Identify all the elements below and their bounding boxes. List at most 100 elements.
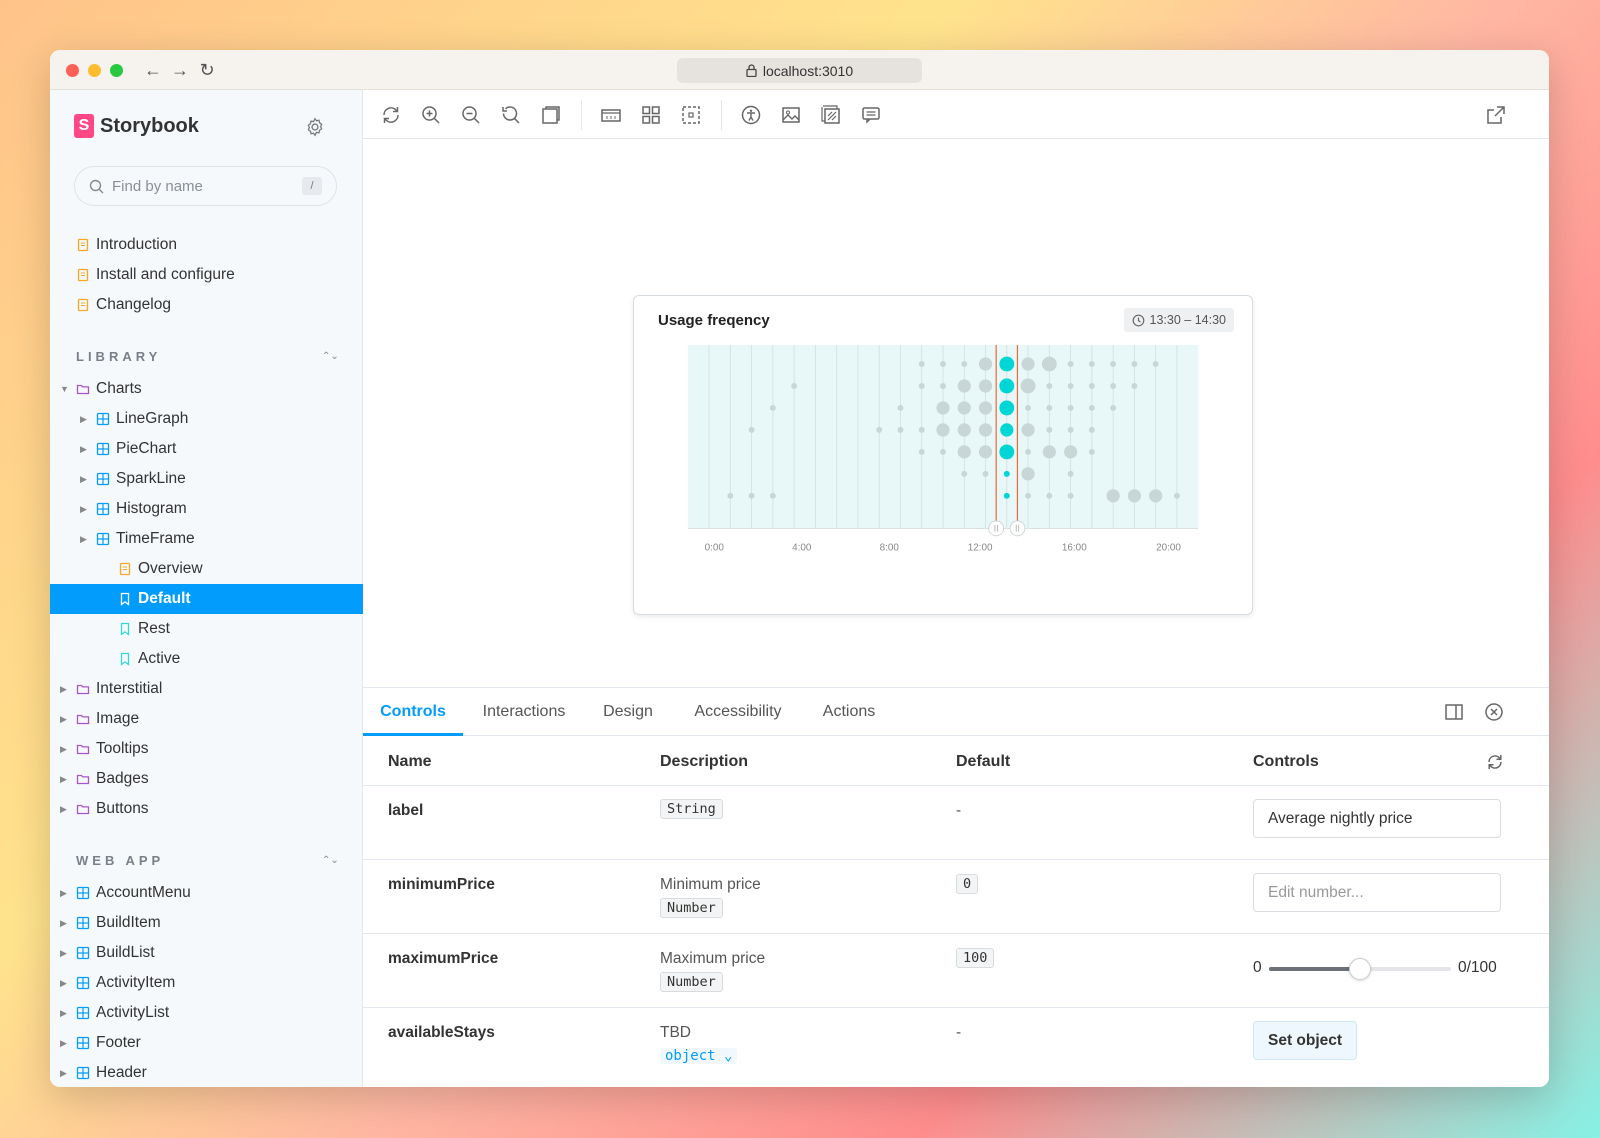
sidebar-item-interstitial[interactable]: ▶ Interstitial — [50, 674, 363, 704]
range-start-handle[interactable] — [988, 520, 1005, 537]
caret-right-icon: ▶ — [60, 773, 67, 784]
sidebar-item-accountmenu[interactable]: ▶ AccountMenu — [50, 878, 363, 908]
panel-orientation-icon[interactable] — [1443, 701, 1465, 723]
maximize-window-button[interactable] — [110, 64, 123, 77]
measure-icon[interactable] — [819, 103, 843, 127]
remount-icon[interactable] — [379, 103, 403, 127]
time-range-badge[interactable]: 13:30 – 14:30 — [1123, 308, 1234, 332]
sidebar-item-overview[interactable]: Overview — [50, 554, 363, 584]
webapp-section-header[interactable]: WEB APP ⌃⌄ — [50, 846, 363, 874]
maximum-price-slider[interactable] — [1269, 958, 1451, 980]
component-icon — [76, 886, 90, 900]
label-text-input[interactable]: Average nightly price — [1253, 799, 1501, 838]
sidebar-item-activitylist[interactable]: ▶ ActivityList — [50, 998, 363, 1028]
object-type-label: object ⌄ — [660, 1048, 738, 1064]
sidebar-item-label: Install and configure — [96, 266, 235, 283]
sidebar-tree: Introduction Install and configure Chang… — [50, 230, 363, 1087]
close-window-button[interactable] — [66, 64, 79, 77]
tab-interactions[interactable]: Interactions — [482, 703, 566, 720]
minimize-window-button[interactable] — [88, 64, 101, 77]
grid-icon[interactable] — [639, 103, 663, 127]
object-type-toggle[interactable]: object ⌄ — [660, 1047, 738, 1065]
library-section-header[interactable]: LIBRARY ⌃⌄ — [50, 342, 363, 370]
arg-description: Maximum price — [660, 950, 766, 967]
table-row: maximumPrice Maximum price Number 100 0 … — [363, 934, 1549, 1008]
tab-design[interactable]: Design — [603, 703, 653, 720]
back-arrow-icon[interactable]: ← — [144, 60, 162, 80]
data-point — [748, 426, 755, 433]
data-point — [1149, 489, 1163, 503]
component-icon — [96, 502, 110, 516]
viewport-icon[interactable] — [599, 103, 623, 127]
data-point — [999, 444, 1015, 460]
sidebar-item-label: Tooltips — [96, 740, 149, 757]
sidebar-item-linegraph[interactable]: ▶ LineGraph — [50, 404, 363, 434]
sidebar-item-timeframe[interactable]: ▶ TimeFrame — [50, 524, 363, 554]
caret-right-icon: ▶ — [80, 413, 87, 424]
caret-right-icon: ▶ — [60, 947, 67, 958]
sidebar-item-active[interactable]: Active — [50, 644, 363, 674]
arg-description: TBD — [660, 1024, 691, 1041]
sidebar-item-image[interactable]: ▶ Image — [50, 704, 363, 734]
sidebar-item-introduction[interactable]: Introduction — [50, 230, 363, 260]
search-input[interactable]: Find by name / — [74, 166, 337, 206]
component-icon — [76, 1036, 90, 1050]
tab-accessibility[interactable]: Accessibility — [694, 703, 782, 720]
data-point — [961, 361, 968, 367]
expand-collapse-icon[interactable]: ⌃⌄ — [322, 350, 339, 362]
tab-controls[interactable]: Controls — [363, 688, 463, 736]
bookmark-icon — [120, 622, 130, 636]
sidebar-item-buildlist[interactable]: ▶ BuildList — [50, 938, 363, 968]
expand-collapse-icon[interactable]: ⌃⌄ — [322, 854, 339, 866]
data-point — [1003, 492, 1010, 499]
sidebar-item-header[interactable]: ▶ Header — [50, 1058, 363, 1087]
sidebar-item-piechart[interactable]: ▶ PieChart — [50, 434, 363, 464]
zoom-out-icon[interactable] — [459, 103, 483, 127]
background-icon[interactable] — [539, 103, 563, 127]
range-end-handle[interactable] — [1009, 520, 1026, 537]
outline-icon[interactable] — [679, 103, 703, 127]
arg-name: availableStays — [388, 1024, 495, 1041]
sidebar-item-charts[interactable]: ▼ Charts — [50, 374, 363, 404]
sidebar-item-sparkline[interactable]: ▶ SparkLine — [50, 464, 363, 494]
sidebar-item-default[interactable]: Default — [50, 584, 363, 614]
image-icon[interactable] — [779, 103, 803, 127]
sidebar-item-buttons[interactable]: ▶ Buttons — [50, 794, 363, 824]
storybook-logo[interactable]: S Storybook — [74, 114, 199, 138]
sidebar-item-changelog[interactable]: Changelog — [50, 290, 363, 320]
zoom-in-icon[interactable] — [419, 103, 443, 127]
sidebar-item-label: LineGraph — [116, 410, 189, 427]
reload-icon[interactable]: ↻ — [199, 60, 215, 80]
set-object-button[interactable]: Set object — [1253, 1021, 1358, 1060]
arg-name: minimumPrice — [388, 876, 495, 893]
sidebar-item-activityitem[interactable]: ▶ ActivityItem — [50, 968, 363, 998]
accessibility-icon[interactable] — [739, 103, 763, 127]
tab-actions[interactable]: Actions — [822, 703, 876, 720]
usage-frequency-chart[interactable]: 0:00 4:00 8:00 12:00 16:00 20:00 — [634, 345, 1252, 568]
close-panel-icon[interactable] — [1483, 701, 1505, 723]
caret-right-icon: ▶ — [60, 1037, 67, 1048]
x-tick-label: 0:00 — [705, 543, 725, 554]
data-point — [918, 382, 925, 389]
zoom-reset-icon[interactable] — [499, 103, 523, 127]
sidebar-item-footer[interactable]: ▶ Footer — [50, 1028, 363, 1058]
address-bar[interactable]: localhost:3010 — [677, 58, 922, 83]
gear-icon[interactable] — [304, 116, 326, 138]
reset-controls-icon[interactable] — [1484, 751, 1506, 773]
sidebar-item-tooltips[interactable]: ▶ Tooltips — [50, 734, 363, 764]
data-point — [1088, 448, 1095, 455]
comment-icon[interactable] — [859, 103, 883, 127]
sidebar-item-badges[interactable]: ▶ Badges — [50, 764, 363, 794]
sidebar-item-rest[interactable]: Rest — [50, 614, 363, 644]
slider-thumb[interactable] — [1349, 958, 1371, 980]
sidebar-item-histogram[interactable]: ▶ Histogram — [50, 494, 363, 524]
sidebar-item-install[interactable]: Install and configure — [50, 260, 363, 290]
webapp-title: WEB APP — [76, 852, 165, 868]
sidebar-item-builditem[interactable]: ▶ BuildItem — [50, 908, 363, 938]
open-new-tab-icon[interactable] — [1484, 103, 1508, 127]
search-shortcut: / — [302, 177, 322, 195]
data-point — [1025, 404, 1032, 411]
forward-arrow-icon[interactable]: → — [171, 60, 189, 80]
folder-icon — [76, 384, 90, 395]
minimum-price-number-input[interactable]: Edit number... — [1253, 873, 1501, 912]
